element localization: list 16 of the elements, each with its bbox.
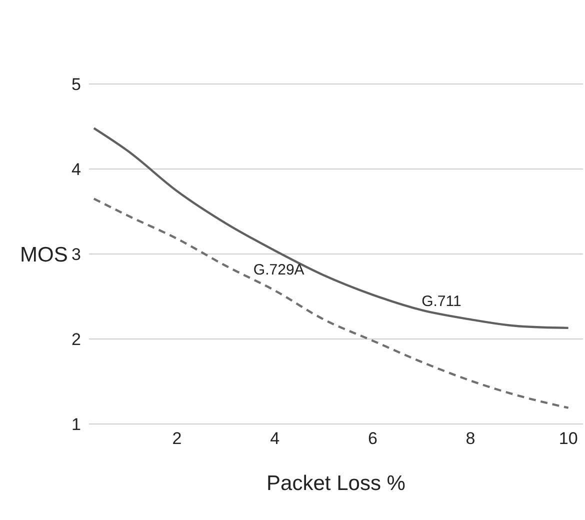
y-axis-title: MOS [20, 243, 68, 266]
y-tick-label: 2 [72, 330, 81, 350]
x-tick-label: 10 [558, 429, 578, 448]
y-tick-label: 3 [72, 245, 81, 264]
y-tick-label: 1 [72, 415, 81, 434]
x-tick-label: 4 [270, 429, 280, 448]
line-series [92, 127, 570, 330]
x-tick-label: 2 [172, 429, 182, 448]
series-label: G.729A [253, 262, 304, 279]
x-tick-label: 8 [466, 429, 476, 448]
line-series [92, 198, 570, 409]
x-tick-label: 6 [368, 429, 378, 448]
series-label: G.711 [422, 293, 462, 310]
y-tick-label: 4 [72, 160, 81, 180]
y-tick-label: 5 [72, 75, 81, 94]
x-axis-title: Packet Loss % [266, 472, 406, 495]
